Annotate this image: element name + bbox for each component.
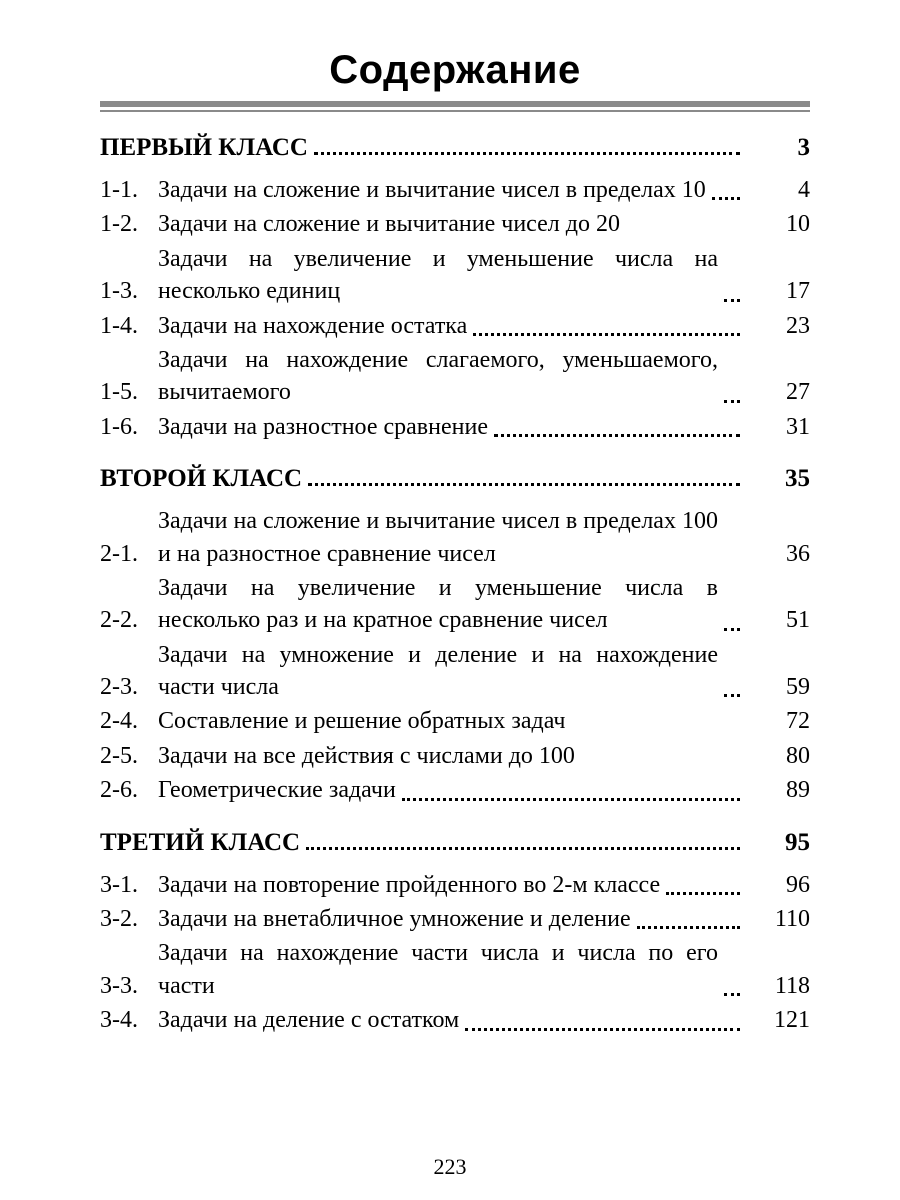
entry-number: 1-3. [100, 275, 158, 307]
entry-page: 10 [746, 208, 810, 240]
entry-number: 1-5. [100, 376, 158, 408]
entry-text: Задачи на все действия с числами до 100 [158, 740, 575, 772]
entry-page: 59 [746, 671, 810, 703]
entry-page: 51 [746, 604, 810, 636]
toc-entry: 2-4.Составление и решение обратных задач… [100, 705, 810, 737]
heading-rule [100, 101, 810, 112]
entry-page: 31 [746, 411, 810, 443]
toc-entry: 1-5.Задачи на нахождение слагаемого, уме… [100, 344, 810, 409]
toc-body: ПЕРВЫЙ КЛАСС31-1.Задачи на сложение и вы… [100, 134, 810, 1037]
dot-leader [712, 197, 740, 200]
entry-page: 118 [746, 970, 810, 1002]
entry-page: 89 [746, 774, 810, 806]
entry-text: Задачи на разностное сравнение [158, 411, 488, 443]
entry-number: 1-6. [100, 411, 158, 443]
section-page: 95 [746, 829, 810, 857]
entry-page: 36 [746, 538, 810, 570]
section-title-text: ТРЕТИЙ КЛАСС [100, 829, 300, 857]
entry-text: Задачи на повторение пройденного во 2-м … [158, 869, 660, 901]
dot-leader [314, 152, 740, 155]
entry-text: Задачи на увеличение и уменьшение чис­ла… [158, 572, 718, 637]
entry-number: 2-6. [100, 774, 158, 806]
entry-text: Задачи на сложение и вычитание чисел до … [158, 208, 620, 240]
entry-text: Задачи на нахождение остатка [158, 310, 467, 342]
toc-entry: 1-6.Задачи на разностное сравнение 31 [100, 411, 810, 443]
entry-text: Задачи на нахождение части числа и чис­л… [158, 937, 718, 1002]
entry-page: 17 [746, 275, 810, 307]
entry-text: Задачи на сложение и вычитание чисел в п… [158, 505, 718, 570]
entry-page: 96 [746, 869, 810, 901]
dot-leader [724, 993, 740, 996]
entry-text: Задачи на деление с остатком [158, 1004, 459, 1036]
entry-number: 1-4. [100, 310, 158, 342]
entry-page: 27 [746, 376, 810, 408]
toc-entry: 2-2.Задачи на увеличение и уменьшение чи… [100, 572, 810, 637]
dot-leader [724, 400, 740, 403]
entry-number: 2-3. [100, 671, 158, 703]
entry-text: Задачи на увеличение и уменьшение чис­ла… [158, 243, 718, 308]
entry-page: 80 [746, 740, 810, 772]
dot-leader [666, 892, 740, 895]
dot-leader [402, 798, 740, 801]
entry-text: Задачи на внетабличное умножение и де­ле… [158, 903, 631, 935]
entry-page: 121 [746, 1004, 810, 1036]
dot-leader [724, 694, 740, 697]
dot-leader [473, 333, 740, 336]
entry-page: 23 [746, 310, 810, 342]
section-page: 35 [746, 465, 810, 493]
page-number: 223 [0, 1154, 900, 1180]
toc-entry: 2-3.Задачи на умножение и деление и на н… [100, 639, 810, 704]
entry-number: 2-1. [100, 538, 158, 570]
entry-number: 1-1. [100, 174, 158, 206]
toc-entry: 1-3.Задачи на увеличение и уменьшение чи… [100, 243, 810, 308]
toc-entry: 1-1.Задачи на сложение и вычитание чисел… [100, 174, 810, 206]
section-page: 3 [746, 134, 810, 162]
entry-number: 3-2. [100, 903, 158, 935]
dot-leader [465, 1028, 740, 1031]
dot-leader [724, 628, 740, 631]
section-title-text: ВТОРОЙ КЛАСС [100, 465, 302, 493]
entry-number: 3-1. [100, 869, 158, 901]
entry-page: 4 [746, 174, 810, 206]
entry-page: 110 [746, 903, 810, 935]
toc-entry: 2-6.Геометрические задачи 89 [100, 774, 810, 806]
section-title-text: ПЕРВЫЙ КЛАСС [100, 134, 308, 162]
dot-leader [637, 926, 740, 929]
dot-leader [724, 299, 740, 302]
entry-text: Задачи на сложение и вычитание чисел в п… [158, 174, 706, 206]
entry-number: 1-2. [100, 208, 158, 240]
section-heading: ВТОРОЙ КЛАСС 35 [100, 465, 810, 493]
toc-entry: 3-1.Задачи на повторение пройденного во … [100, 869, 810, 901]
entry-text: Задачи на нахождение слагаемого, умень­ш… [158, 344, 718, 409]
dot-leader [306, 847, 740, 850]
toc-entry: 2-5.Задачи на все действия с числами до … [100, 740, 810, 772]
toc-entry: 2-1.Задачи на сложение и вычитание чисел… [100, 505, 810, 570]
toc-entry: 1-2.Задачи на сложение и вычитание чисел… [100, 208, 810, 240]
toc-entry: 1-4.Задачи на нахождение остатка 23 [100, 310, 810, 342]
page-title: Содержание [100, 48, 810, 93]
toc-entry: 3-4.Задачи на деление с остатком 121 [100, 1004, 810, 1036]
dot-leader [308, 483, 740, 486]
entry-page: 72 [746, 705, 810, 737]
entry-number: 2-2. [100, 604, 158, 636]
toc-entry: 3-2.Задачи на внетабличное умножение и д… [100, 903, 810, 935]
section-heading: ПЕРВЫЙ КЛАСС 3 [100, 134, 810, 162]
entry-text: Геометрические задачи [158, 774, 396, 806]
section-heading: ТРЕТИЙ КЛАСС 95 [100, 829, 810, 857]
toc-page: Содержание ПЕРВЫЙ КЛАСС31-1.Задачи на сл… [0, 0, 900, 1200]
entry-number: 3-4. [100, 1004, 158, 1036]
entry-text: Задачи на умножение и деление и на на­хо… [158, 639, 718, 704]
entry-text: Составление и решение обратных задач [158, 705, 565, 737]
entry-number: 3-3. [100, 970, 158, 1002]
toc-entry: 3-3.Задачи на нахождение части числа и ч… [100, 937, 810, 1002]
dot-leader [494, 434, 740, 437]
entry-number: 2-5. [100, 740, 158, 772]
entry-number: 2-4. [100, 705, 158, 737]
